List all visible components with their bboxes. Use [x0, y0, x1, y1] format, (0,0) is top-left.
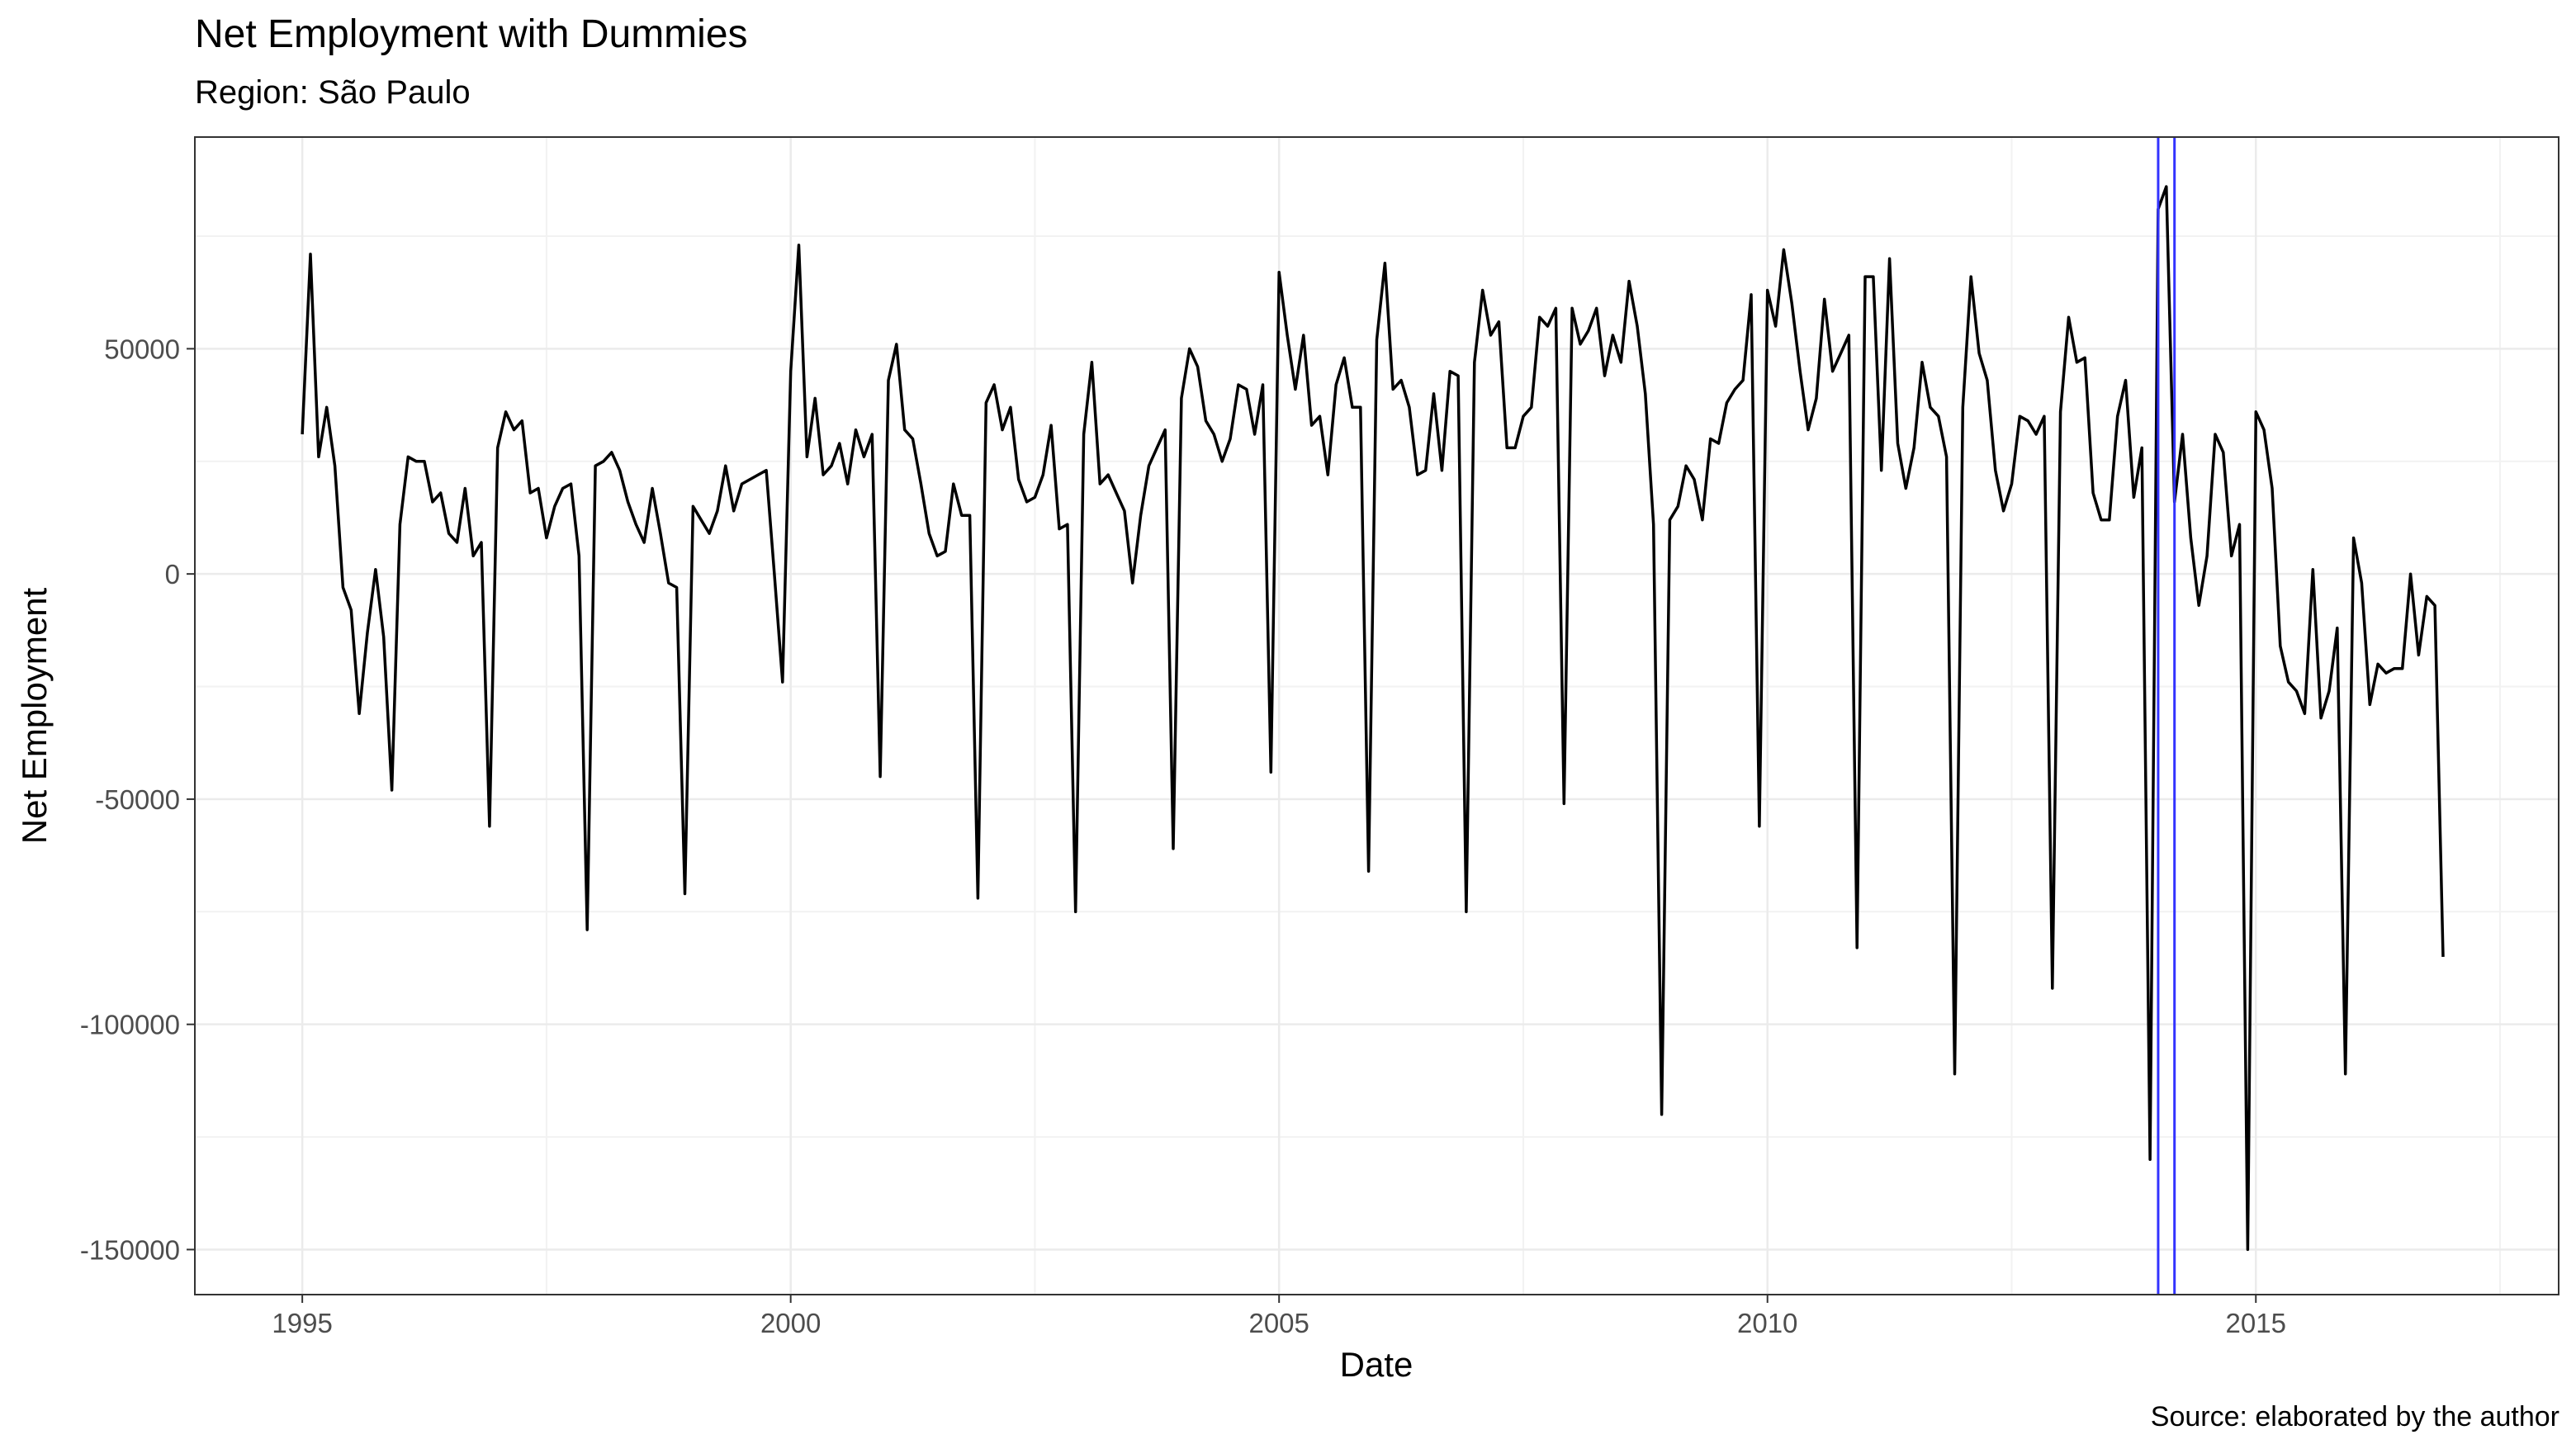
y-tick-label: -150000	[80, 1234, 180, 1265]
x-tick-label: 2010	[1737, 1308, 1797, 1338]
y-tick-label: 50000	[104, 334, 180, 364]
net-employment-line	[301, 185, 2445, 1252]
chart-subtitle: Region: São Paulo	[195, 74, 471, 111]
y-tick-label: -50000	[95, 784, 180, 815]
data-series-layer	[301, 137, 2445, 1295]
x-tick-label: 2015	[2226, 1308, 2286, 1338]
x-axis-tick-labels: 1995 2000 2005 2010 2015	[272, 1308, 2286, 1338]
y-axis-title: Net Employment	[15, 587, 54, 844]
chart-title: Net Employment with Dummies	[195, 12, 748, 56]
minor-gridlines	[195, 137, 2559, 1295]
y-axis-tick-labels: 50000 0 -50000 -100000 -150000	[80, 334, 180, 1265]
plot-panel-border	[194, 136, 2559, 1295]
y-tick-label: -100000	[80, 1010, 180, 1040]
x-tick-label: 1995	[272, 1308, 332, 1338]
axis-ticks	[187, 348, 2257, 1303]
chart-caption: Source: elaborated by the author	[2150, 1401, 2559, 1432]
x-tick-label: 2005	[1248, 1308, 1309, 1338]
x-axis-title: Date	[1340, 1345, 1413, 1384]
x-tick-label: 2000	[760, 1308, 821, 1338]
major-gridlines	[195, 137, 2559, 1295]
y-tick-label: 0	[165, 559, 180, 590]
